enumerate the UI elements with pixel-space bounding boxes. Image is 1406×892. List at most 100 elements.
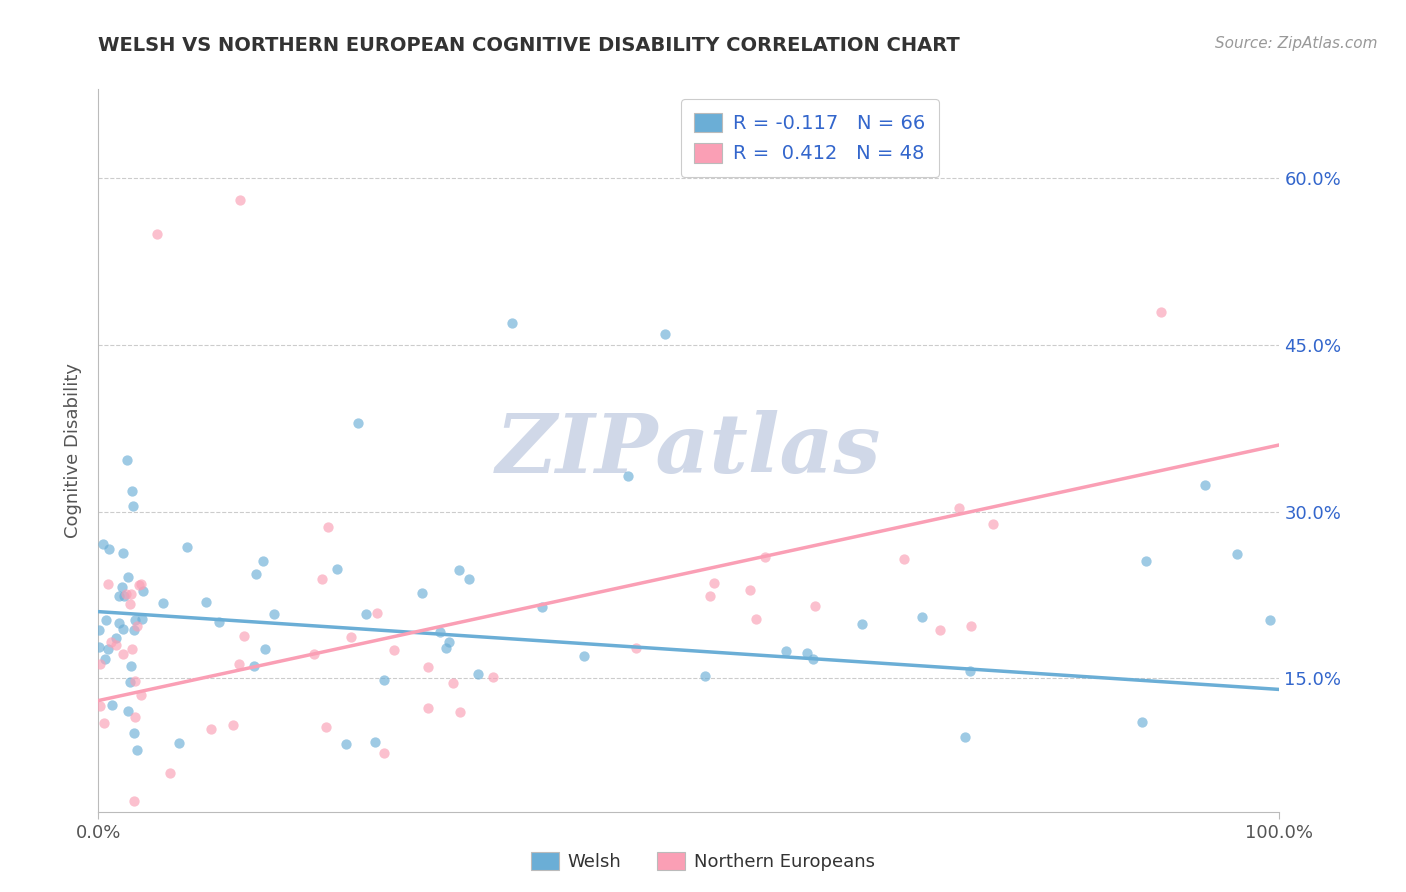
Legend: R = -0.117   N = 66, R =  0.412   N = 48: R = -0.117 N = 66, R = 0.412 N = 48 [681,99,939,177]
Point [325,561,347,575]
Point [347,416,370,430]
Point [117,453,139,467]
Point [200,722,222,736]
Point [449,705,471,719]
Point [111,622,134,636]
Point [229,194,252,208]
Text: Source: ZipAtlas.com: Source: ZipAtlas.com [1215,36,1378,51]
Point [124,709,146,723]
Point [437,635,460,649]
Point [252,554,274,568]
Point [804,599,827,614]
Point [754,549,776,564]
Point [159,766,181,780]
Point [117,704,139,718]
Point [124,673,146,688]
Point [97,577,120,591]
Point [775,644,797,658]
Point [129,688,152,702]
Point [146,227,169,241]
Point [384,642,406,657]
Point [128,578,150,592]
Point [105,632,128,646]
Point [948,501,970,516]
Point [263,607,285,621]
Point [195,595,218,609]
Point [105,638,128,652]
Point [96,614,118,628]
Point [315,720,337,734]
Point [572,648,595,663]
Point [245,566,267,581]
Point [416,700,439,714]
Point [91,537,114,551]
Point [501,316,523,330]
Point [617,469,640,483]
Point [373,746,395,760]
Point [122,794,145,808]
Point [434,641,457,656]
Point [530,599,553,614]
Point [416,660,439,674]
Legend: Welsh, Northern Europeans: Welsh, Northern Europeans [524,846,882,879]
Point [373,673,395,687]
Point [115,587,138,601]
Point [100,634,122,648]
Point [98,542,121,557]
Point [125,743,148,757]
Point [121,642,143,657]
Point [108,616,131,631]
Point [1135,554,1157,568]
Point [411,586,433,600]
Point [893,551,915,566]
Point [654,326,676,341]
Point [693,669,716,683]
Point [87,623,110,637]
Point [101,698,124,712]
Point [304,647,326,661]
Point [152,596,174,610]
Point [911,610,934,624]
Point [953,730,976,744]
Point [429,625,451,640]
Point [94,652,117,666]
Point [366,606,388,620]
Point [97,641,120,656]
Text: WELSH VS NORTHERN EUROPEAN COGNITIVE DISABILITY CORRELATION CHART: WELSH VS NORTHERN EUROPEAN COGNITIVE DIS… [98,36,960,54]
Point [928,623,950,637]
Point [1130,715,1153,730]
Point [176,541,198,555]
Point [89,699,111,714]
Point [335,737,357,751]
Point [1150,304,1173,318]
Point [89,657,111,671]
Point [851,616,873,631]
Point [124,623,146,637]
Point [699,589,721,603]
Point [108,589,131,603]
Point [207,615,229,629]
Point [89,640,111,654]
Point [311,572,333,586]
Text: ZIPatlas: ZIPatlas [496,410,882,491]
Point [124,613,146,627]
Point [111,647,134,661]
Point [121,483,143,498]
Point [167,736,190,750]
Point [118,597,141,611]
Point [703,576,725,591]
Point [120,587,142,601]
Point [120,674,142,689]
Point [228,657,250,671]
Point [960,619,983,633]
Point [125,618,148,632]
Point [482,671,505,685]
Point [243,659,266,673]
Point [129,576,152,591]
Point [740,583,762,598]
Point [364,734,387,748]
Point [131,612,153,626]
Point [253,642,276,657]
Point [801,652,824,666]
Point [122,726,145,740]
